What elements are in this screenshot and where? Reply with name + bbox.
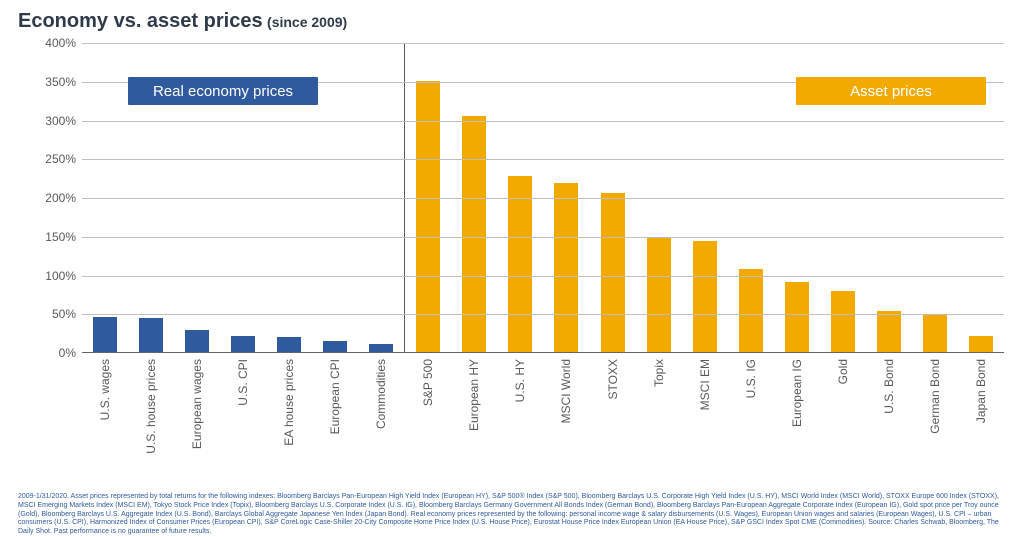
title-main: Economy vs. asset prices [18,10,263,32]
x-axis-label: MSCI EM [698,359,712,410]
bar [554,183,578,354]
gridline [82,314,1004,315]
x-axis-label: European IG [790,359,804,427]
gridline [82,198,1004,199]
legend-real-economy: Real economy prices [128,77,318,105]
x-axis-label: Commodities [374,359,388,429]
gridline [82,43,1004,44]
gridline [82,159,1004,160]
bar [923,315,947,353]
x-axis-label: German Bond [928,359,942,434]
x-axis-label: Topix [652,359,666,387]
bar [647,238,671,353]
bar [93,317,117,353]
bar [416,81,440,353]
legend-asset-prices-label: Asset prices [850,83,932,100]
bar [462,116,486,353]
x-axis-label: Japan Bond [974,359,988,423]
y-axis-label: 50% [22,307,76,321]
x-axis-label: European wages [190,359,204,449]
x-axis-label: U.S. wages [98,359,112,420]
x-axis-label: European CPI [328,359,342,434]
x-axis-label: EA house prices [282,359,296,446]
gridline [82,276,1004,277]
footnote: 2009-1/31/2020. Asset prices represented… [18,493,1004,537]
x-axis-label: S&P 500 [421,359,435,406]
x-axis-label: U.S. CPI [236,359,250,406]
y-axis-label: 400% [22,36,76,50]
x-axis-label: U.S. Bond [882,359,896,414]
y-axis-label: 150% [22,230,76,244]
title-sub: (since 2009) [267,14,347,30]
bar [185,330,209,353]
bar [969,336,993,353]
bar [601,193,625,353]
legend-asset-prices: Asset prices [796,77,986,105]
bar [877,311,901,353]
x-axis [82,352,1004,353]
y-axis-label: 0% [22,346,76,360]
x-axis-label: Gold [836,359,850,384]
bar [139,318,163,353]
y-axis-label: 350% [22,75,76,89]
x-axis-label: European HY [467,359,481,431]
bar [831,291,855,353]
y-axis-label: 200% [22,191,76,205]
x-axis-label: STOXX [606,359,620,399]
gridline [82,121,1004,122]
x-axis-label: MSCI World [559,359,573,423]
chart-title: Economy vs. asset prices (since 2009) [18,10,1004,33]
y-axis-label: 300% [22,114,76,128]
bar [231,336,255,353]
x-axis-label: U.S. IG [744,359,758,398]
bar [693,241,717,353]
bar-chart: U.S. wagesU.S. house pricesEuropean wage… [18,43,1004,393]
x-axis-label: U.S. HY [513,359,527,402]
legend-real-economy-label: Real economy prices [153,83,293,100]
bar [739,269,763,353]
gridline [82,237,1004,238]
x-axis-label: U.S. house prices [144,359,158,454]
bar [785,282,809,353]
bar [508,176,532,353]
y-axis-label: 100% [22,269,76,283]
bar [277,337,301,353]
y-axis-label: 250% [22,152,76,166]
